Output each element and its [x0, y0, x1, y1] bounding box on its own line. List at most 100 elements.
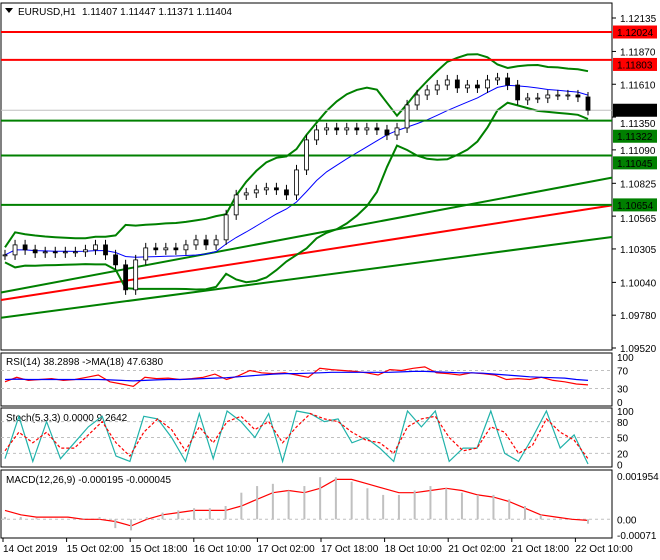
indicator-tick-label: 70 [617, 367, 629, 378]
level-tag-resistance [613, 25, 657, 39]
price-tick-label: 1.10565 [620, 214, 657, 225]
candle [354, 127, 360, 131]
candle [183, 244, 189, 251]
candle [233, 194, 239, 216]
candle [444, 79, 450, 86]
candle [263, 187, 269, 191]
candle [475, 84, 480, 89]
chart-symbol: EURUSD,H1 [18, 7, 76, 18]
candle [173, 247, 179, 251]
candle [314, 129, 320, 141]
candle [143, 247, 149, 261]
candle [62, 251, 68, 254]
candle [163, 247, 169, 251]
price-tick-label: 1.12135 [620, 14, 657, 25]
candle [133, 259, 139, 291]
candle [545, 94, 551, 99]
time-label: 15 Oct 18:00 [130, 544, 188, 555]
candle [32, 249, 38, 254]
time-label: 16 Oct 10:00 [194, 544, 252, 555]
level-label: 1.10654 [617, 201, 654, 212]
candle [193, 239, 199, 246]
candle [394, 127, 400, 136]
main-panel-frame [0, 2, 613, 351]
indicator-tick-label: 100 [617, 407, 634, 418]
candle [364, 127, 370, 131]
indicator-tick-label: 20 [617, 449, 629, 460]
level-tag-support [613, 129, 657, 143]
level-tag-support [613, 156, 657, 170]
bollinger-upper [4, 53, 589, 248]
candle [22, 244, 28, 251]
candle [495, 77, 500, 81]
candle [434, 84, 440, 91]
indicator-tick-label: 0 [617, 398, 623, 409]
candle [414, 94, 420, 106]
candle [2, 254, 8, 257]
rsi-title: RSI(14) 38.2898 ->MA(18) 47.6380 [6, 357, 163, 368]
candle [464, 84, 470, 89]
dropdown-triangle-icon[interactable] [5, 8, 13, 13]
candle [294, 169, 299, 196]
time-label: 18 Oct 10:00 [385, 544, 443, 555]
candle [83, 249, 88, 253]
candle [203, 239, 209, 246]
candle [384, 129, 390, 136]
candle [334, 127, 340, 131]
indicator-tick-label: 50 [617, 434, 629, 445]
level-tag-support [613, 198, 657, 212]
candle [253, 189, 259, 194]
candle [374, 127, 380, 131]
macd-panel-frame [0, 469, 613, 539]
time-label: 14 Oct 2019 [3, 544, 58, 555]
candle [505, 77, 510, 86]
rsi-panel-frame [0, 352, 613, 407]
price-tick-label: 1.09520 [620, 344, 657, 355]
time-label: 17 Oct 02:00 [257, 544, 315, 555]
candle [424, 89, 430, 96]
candle [515, 84, 521, 101]
level-label: 1.11322 [617, 132, 653, 143]
candle [575, 94, 581, 98]
stoch-title: Stoch(5,3,3) 0.0000 9.2642 [6, 413, 128, 424]
candle [565, 94, 571, 97]
candle [525, 97, 531, 101]
candle [585, 96, 591, 111]
level-label: 1.12024 [617, 28, 654, 39]
indicator-tick-label: 80 [617, 418, 629, 429]
bollinger-lower [4, 101, 589, 291]
level-label: 1.11045 [617, 159, 653, 170]
indicator-tick-label: 30 [617, 385, 629, 396]
candle [93, 244, 98, 251]
time-label: 21 Oct 18:00 [512, 544, 570, 555]
level-label: 1.11404 [617, 106, 653, 117]
price-tick-label: 1.10825 [620, 179, 657, 190]
candle [42, 251, 48, 254]
trend-line [0, 204, 613, 302]
candle [344, 127, 350, 131]
level-tag-resistance [613, 57, 657, 71]
candle [324, 127, 330, 131]
price-tick-label: 1.11870 [620, 47, 656, 58]
indicator-tick-label: 0.00 [617, 515, 637, 526]
indicator-line-signal [4, 478, 589, 527]
time-label: 15 Oct 02:00 [67, 544, 125, 555]
macd-title: MACD(12,26,9) -0.000195 -0.000045 [6, 475, 172, 486]
trend-line [0, 176, 613, 294]
indicator-tick-label: 0.001954 [617, 472, 659, 483]
indicator-line-main [4, 409, 589, 465]
candle [12, 244, 18, 256]
candle [555, 94, 561, 97]
level-label: 1.11803 [617, 60, 653, 71]
indicator-line-ma [4, 370, 589, 382]
indicator-line-signal [4, 412, 589, 460]
time-label: 17 Oct 18:00 [321, 544, 379, 555]
time-label: 21 Oct 02:00 [448, 544, 506, 555]
candle [72, 251, 78, 254]
candle [52, 251, 58, 254]
price-tick-label: 1.09780 [620, 311, 657, 322]
candle [454, 79, 460, 89]
candle [485, 79, 490, 89]
